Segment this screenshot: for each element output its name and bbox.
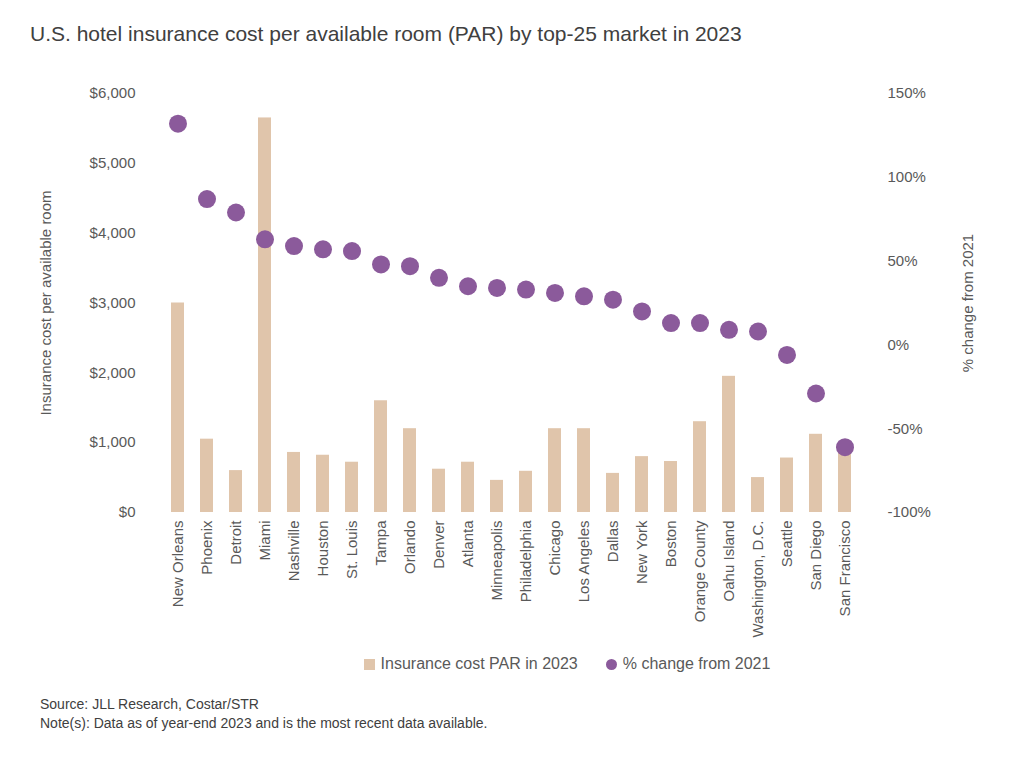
svg-text:New York: New York [633,520,650,584]
svg-text:Phoenix: Phoenix [198,520,215,575]
svg-text:$1,000: $1,000 [90,433,136,450]
svg-text:Oahu Island: Oahu Island [720,521,737,602]
html-text:Source: JLL Research, Costar/S: Source: JLL Research, Costar/STR [40,696,259,712]
svg-text:Detroit: Detroit [227,520,244,565]
svg-text:Nashville: Nashville [285,521,302,582]
svg-text:Dallas: Dallas [604,521,621,563]
svg-text:100%: 100% [888,168,926,185]
svg-text:San Francisco: San Francisco [836,521,853,617]
svg-text:New Orleans: New Orleans [169,521,186,608]
svg-text:Minneapolis: Minneapolis [488,521,505,601]
svg-text:$0: $0 [119,503,136,520]
svg-text:% change from 2021: % change from 2021 [959,234,976,372]
svg-text:$2,000: $2,000 [90,364,136,381]
svg-text:Miami: Miami [256,521,273,561]
svg-text:San Diego: San Diego [807,521,824,591]
svg-text:-50%: -50% [888,420,923,437]
svg-text:Houston: Houston [314,521,331,577]
svg-text:-100%: -100% [888,503,931,520]
svg-text:Denver: Denver [430,521,447,569]
svg-text:Chicago: Chicago [546,521,563,576]
svg-text:Boston: Boston [662,521,679,568]
svg-text:$6,000: $6,000 [90,84,136,101]
svg-text:$4,000: $4,000 [90,224,136,241]
svg-text:Tampa: Tampa [372,520,389,566]
html-text:% change from 2021: % change from 2021 [622,655,771,672]
svg-text:0%: 0% [888,336,910,353]
svg-text:Orlando: Orlando [401,521,418,574]
svg-text:Los Angeles: Los Angeles [575,521,592,603]
svg-text:Insurance cost per available r: Insurance cost per available room [37,190,54,415]
svg-text:Philadelphia: Philadelphia [517,520,534,602]
svg-text:$5,000: $5,000 [90,154,136,171]
svg-text:50%: 50% [888,252,918,269]
html-text:Insurance cost PAR in 2023: Insurance cost PAR in 2023 [380,655,578,672]
svg-text:Orange County: Orange County [691,520,708,622]
svg-text:St. Louis: St. Louis [343,521,360,579]
svg-text:Atlanta: Atlanta [459,520,476,567]
svg-text:Washington, D.C.: Washington, D.C. [749,521,766,638]
svg-text:$3,000: $3,000 [90,294,136,311]
svg-text:Seattle: Seattle [778,521,795,568]
svg-text:150%: 150% [888,84,926,101]
html-text:Note(s): Data as of year-end 2: Note(s): Data as of year-end 2023 and is… [40,715,488,731]
html-text:U.S. hotel insurance cost per: U.S. hotel insurance cost per available … [30,22,742,45]
